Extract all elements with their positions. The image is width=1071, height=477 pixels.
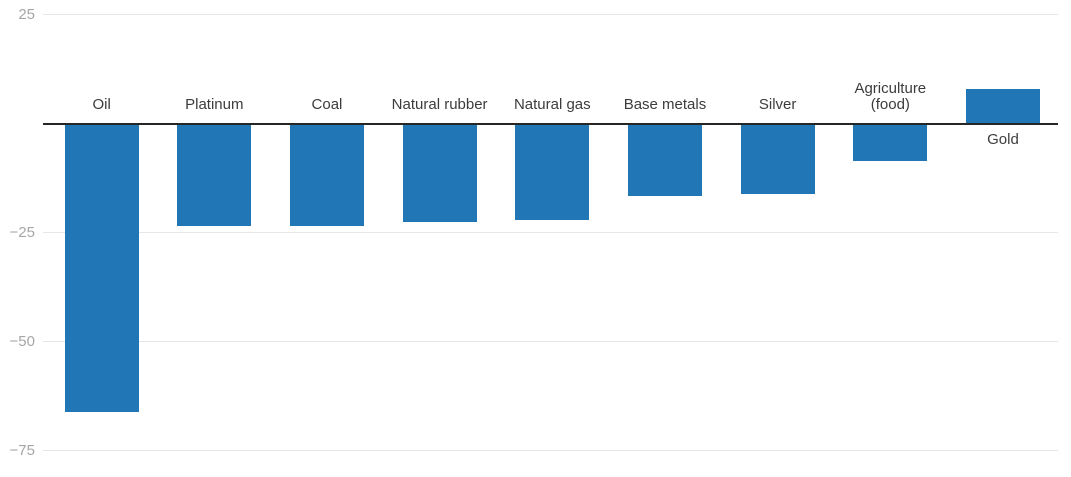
category-label-coal: Coal bbox=[271, 95, 384, 113]
y-axis-tick-label: 25 bbox=[18, 5, 35, 23]
bar-coal[interactable] bbox=[289, 123, 364, 227]
zero-axis-line bbox=[43, 122, 1058, 125]
gridline-25 bbox=[43, 232, 1058, 234]
category-label-line: Silver bbox=[758, 95, 797, 113]
gridline-25 bbox=[43, 14, 1058, 16]
category-label-line: Natural gas bbox=[513, 95, 591, 113]
category-label-line: Natural rubber bbox=[391, 95, 488, 113]
category-label-line: Base metals bbox=[623, 95, 707, 113]
category-label-silver: Silver bbox=[721, 95, 834, 113]
bar-silver[interactable] bbox=[740, 123, 815, 194]
bar-base-metals[interactable] bbox=[627, 123, 702, 196]
category-label-line: Agriculture bbox=[854, 79, 927, 97]
category-label-line: Platinum bbox=[185, 95, 244, 113]
category-label-natural-rubber: Natural rubber bbox=[383, 95, 496, 113]
gridline-50 bbox=[43, 341, 1058, 343]
bar-natural-gas[interactable] bbox=[515, 123, 590, 220]
category-label-oil: Oil bbox=[45, 95, 158, 113]
gridline-75 bbox=[43, 450, 1058, 452]
bar-gold[interactable] bbox=[965, 88, 1040, 124]
bar-oil[interactable] bbox=[64, 123, 139, 412]
y-axis-tick-label: −75 bbox=[9, 441, 35, 459]
category-label-natural-gas: Natural gas bbox=[496, 95, 609, 113]
bar-natural-rubber[interactable] bbox=[402, 123, 477, 222]
category-label-platinum: Platinum bbox=[158, 95, 271, 113]
y-axis-tick-label: −50 bbox=[9, 332, 35, 350]
category-label-line: Gold bbox=[987, 130, 1019, 148]
category-label-gold: Gold bbox=[947, 130, 1060, 148]
bar-agriculture-food[interactable] bbox=[853, 123, 928, 161]
y-axis-tick-label: −25 bbox=[9, 223, 35, 241]
category-label-line: Coal bbox=[311, 95, 343, 113]
category-label-line: (food) bbox=[870, 95, 910, 113]
category-label-agriculture-food: Agriculture (food) bbox=[834, 79, 947, 113]
category-label-line: Oil bbox=[92, 95, 111, 113]
bar-platinum[interactable] bbox=[177, 123, 252, 227]
category-label-base-metals: Base metals bbox=[609, 95, 722, 113]
